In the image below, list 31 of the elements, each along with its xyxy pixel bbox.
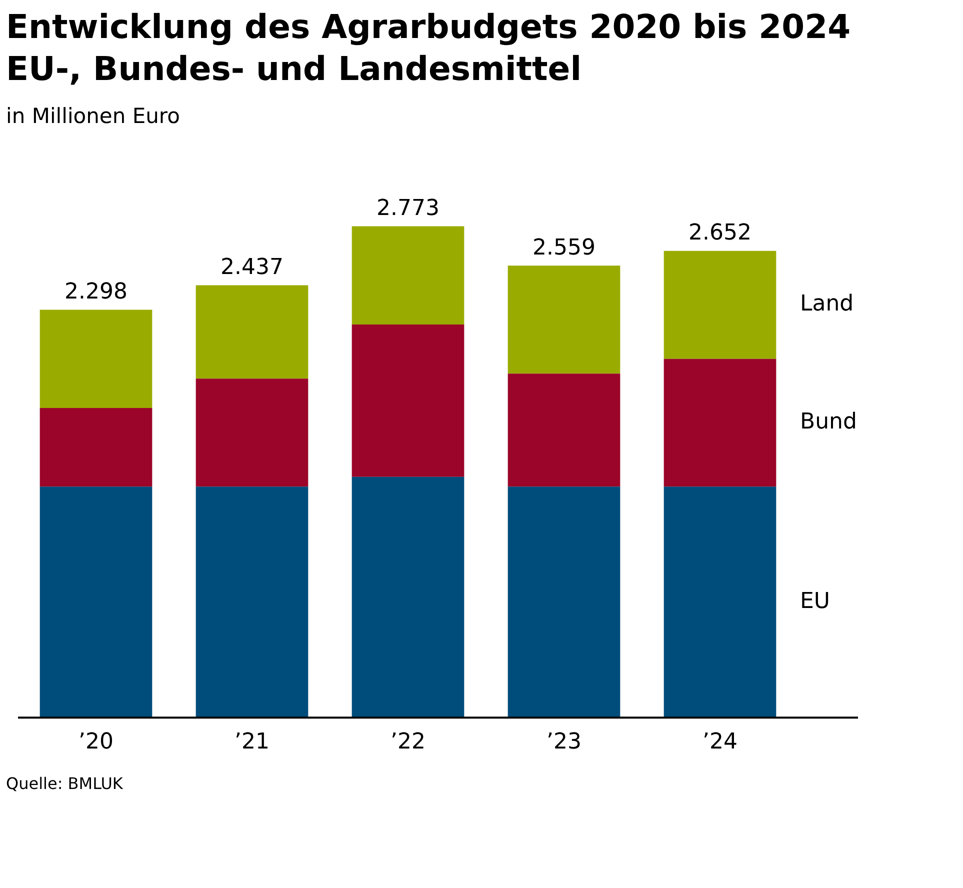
annotation: 2.773 (376, 196, 440, 221)
chart-title: Entwicklung des Agrarbudgets 2020 bis 2024 EU-, Bundes- und Landesmittel (6, 6, 852, 90)
bar (664, 486, 776, 718)
bar (664, 358, 776, 487)
bar (196, 486, 308, 718)
bar (664, 250, 776, 359)
bar (508, 486, 620, 718)
series-label: Land (800, 292, 854, 317)
bar (508, 266, 620, 374)
bar (196, 378, 308, 487)
series-label: EU (800, 588, 830, 614)
x-tick-label: ’23 (546, 730, 582, 755)
bar (352, 476, 464, 718)
annotation: 2.437 (220, 254, 284, 280)
bar (40, 408, 152, 487)
x-tick-label: ’22 (390, 730, 426, 755)
x-tick-label: ’21 (234, 730, 270, 755)
bar (40, 310, 152, 408)
x-tick-label: ’20 (78, 730, 114, 755)
bar (508, 374, 620, 487)
x-tick-label: ’24 (702, 730, 738, 755)
bar (352, 226, 464, 325)
bar (40, 486, 152, 718)
bar (352, 324, 464, 477)
bar (196, 285, 308, 379)
source-note: Quelle: BMLUK (6, 774, 124, 793)
annotation: 2.559 (532, 235, 596, 260)
annotation: 2.652 (688, 220, 752, 246)
chart-subtitle: in Millionen Euro (6, 104, 181, 128)
series-label: Bund (800, 410, 857, 435)
annotation: 2.298 (64, 280, 128, 305)
